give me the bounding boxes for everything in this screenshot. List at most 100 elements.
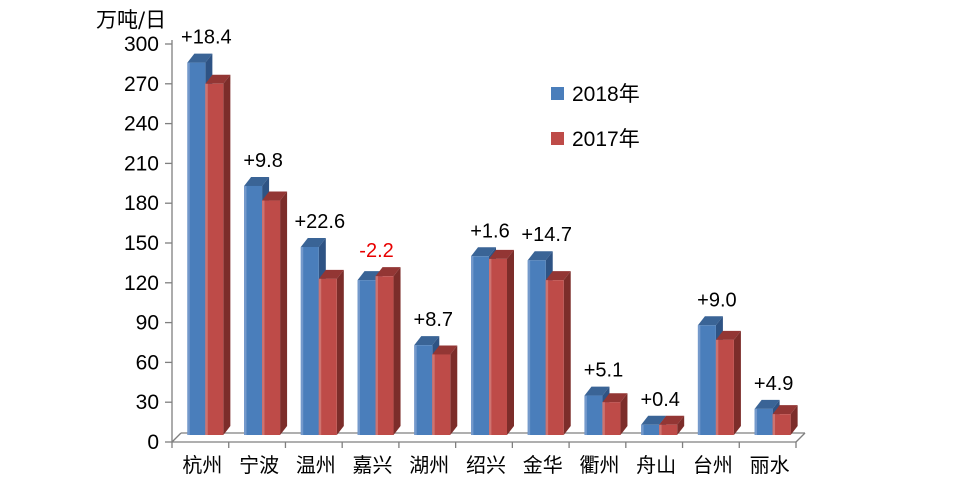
- bar-highlight-edge: [641, 424, 644, 435]
- change-label: +5.1: [584, 360, 623, 382]
- bar-highlight-edge: [489, 258, 492, 435]
- bar-top-face: [489, 249, 514, 259]
- y-tick-label: 60: [136, 351, 159, 374]
- bar-side-face: [733, 330, 741, 435]
- category-label: 丽水: [750, 453, 790, 477]
- bar-front-face: [659, 424, 678, 435]
- bar-front-face: [641, 424, 660, 435]
- category-label: 衢州: [579, 453, 619, 477]
- bar-front-face: [545, 280, 564, 435]
- bar-side-face: [280, 191, 288, 435]
- bar-top-face: [602, 393, 628, 403]
- bar-top-face: [545, 271, 571, 281]
- bar-top-face: [772, 405, 798, 415]
- bar-side-face: [790, 405, 798, 435]
- change-label: -2.2: [359, 240, 393, 262]
- bar-front-face: [187, 62, 206, 435]
- bar-highlight-edge: [318, 278, 322, 435]
- y-tick-label: 240: [124, 113, 159, 136]
- bar-top-face: [715, 330, 741, 340]
- bar-front-face: [715, 339, 734, 435]
- bar-top-face: [432, 345, 458, 355]
- bars-series-2017年: [205, 74, 798, 436]
- change-label: +4.9: [754, 373, 793, 395]
- bar-front-face: [471, 256, 489, 435]
- bar-front-face: [697, 325, 716, 435]
- change-label: +9.8: [243, 150, 282, 172]
- y-tick-label: 0: [147, 431, 159, 454]
- bar-highlight-edge: [262, 200, 265, 435]
- bar-2017年-宁波: [262, 191, 288, 435]
- change-label: +14.7: [521, 224, 572, 246]
- bar-2017年-湖州: [432, 345, 458, 435]
- floor-left-edge: [171, 432, 182, 443]
- bar-front-face: [414, 345, 433, 435]
- bar-2017年-嘉兴: [375, 267, 401, 435]
- y-axis: 0 30 60 90 120 150 180 210 240 270 300: [124, 33, 173, 454]
- category-label: 温州: [296, 453, 336, 477]
- bar-highlight-edge: [300, 246, 304, 435]
- bar-front-face: [602, 402, 621, 435]
- category-label: 绍兴: [466, 453, 506, 477]
- y-tick-label: 30: [136, 391, 159, 414]
- bar-highlight-edge: [375, 276, 378, 435]
- bar-2017年-台州: [715, 330, 741, 435]
- bar-side-face: [223, 74, 231, 436]
- floor-right-edge: [795, 432, 806, 443]
- legend-item-2018: 2018年: [551, 78, 640, 108]
- change-label: +8.7: [414, 309, 453, 331]
- bar-highlight-edge: [772, 414, 776, 435]
- bar-top-face: [300, 237, 326, 247]
- y-tick-label: 270: [124, 73, 159, 96]
- bar-highlight-edge: [414, 345, 417, 435]
- legend: 2018年 2017年: [551, 78, 640, 153]
- bar-top-face: [641, 415, 667, 425]
- legend-swatch-2018-icon: [551, 86, 564, 100]
- bar-side-face: [450, 345, 458, 435]
- bar-highlight-edge: [545, 280, 549, 435]
- bar-side-face: [393, 267, 401, 435]
- bar-side-face: [620, 393, 628, 435]
- legend-label-2018: 2018年: [572, 83, 640, 106]
- bar-highlight-edge: [244, 185, 247, 435]
- y-axis-unit-label: 万吨/日: [96, 8, 167, 32]
- bar-highlight-edge: [432, 354, 435, 435]
- bar-top-face: [187, 53, 213, 63]
- bar-top-face: [205, 74, 231, 84]
- bar-2017年-杭州: [205, 74, 231, 436]
- bar-front-face: [318, 278, 337, 435]
- bar-side-face: [563, 271, 571, 435]
- bar-front-face: [432, 354, 451, 435]
- legend-swatch-2017-icon: [551, 131, 564, 145]
- bar-highlight-edge: [659, 424, 662, 435]
- category-label: 湖州: [409, 453, 449, 477]
- bar-front-face: [772, 414, 791, 435]
- category-label: 台州: [693, 453, 733, 477]
- change-label: +18.4: [181, 27, 232, 49]
- y-tick-label: 210: [124, 152, 159, 175]
- bar-top-face: [244, 176, 270, 186]
- legend-item-2017: 2017年: [551, 123, 640, 153]
- bar-top-face: [659, 415, 685, 425]
- bar-front-face: [262, 200, 281, 435]
- bar-highlight-edge: [187, 62, 190, 435]
- y-tick-label: 150: [124, 232, 159, 255]
- bar-top-face: [375, 267, 401, 277]
- bar-side-face: [677, 415, 685, 435]
- y-tick-label: 90: [136, 312, 159, 335]
- bar-front-face: [375, 276, 394, 435]
- bar-2017年-衢州: [602, 393, 628, 435]
- bar-top-face: [471, 247, 496, 257]
- bar-front-face: [527, 260, 546, 435]
- bar-side-face: [507, 249, 514, 435]
- bar-highlight-edge: [584, 395, 587, 435]
- bar-front-face: [584, 395, 603, 435]
- category-labels: 杭州 宁波 温州 嘉兴 湖州 绍兴 金华 衢州 舟山 台州 丽水: [182, 453, 789, 477]
- bar-top-face: [318, 269, 344, 279]
- bar-top-face: [697, 316, 723, 326]
- bar-top-face: [414, 336, 440, 346]
- category-label: 舟山: [636, 453, 676, 477]
- y-tick-label: 120: [124, 272, 159, 295]
- bar-2017年-温州: [318, 269, 344, 435]
